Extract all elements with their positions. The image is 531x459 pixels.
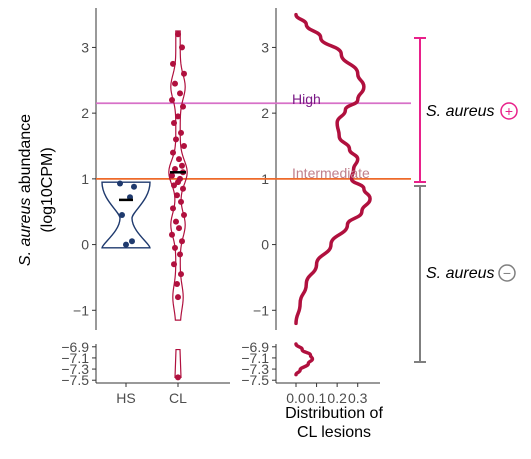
plus-symbol: + — [505, 103, 513, 119]
data-point-hs — [123, 241, 129, 248]
y-axis-title-italic: S. aureus — [17, 198, 34, 266]
data-point-cl — [177, 90, 183, 97]
threshold-label-intermediate: Intermediate — [292, 165, 370, 181]
data-point-cl — [176, 225, 182, 232]
x-axis-title-line1: Distribution of — [285, 405, 383, 422]
data-point-cl — [178, 271, 184, 278]
data-point-hs — [119, 212, 125, 218]
data-point-cl — [179, 162, 185, 169]
y-tick-label: 2 — [261, 105, 269, 121]
data-point-cl — [179, 44, 185, 51]
data-point-cl — [172, 244, 178, 251]
legend-negative-label: S. aureus — [426, 265, 494, 282]
minus-symbol: − — [503, 265, 511, 281]
data-point-cl — [170, 149, 176, 156]
data-point-cl — [181, 70, 187, 77]
y-tick-label: 2 — [81, 105, 89, 121]
legend-negative: S. aureus − — [414, 185, 516, 363]
legend-positive: S. aureus + — [414, 37, 518, 183]
density-curve-lower — [294, 342, 315, 377]
data-point-cl — [175, 113, 181, 120]
data-point-cl — [170, 60, 176, 67]
data-point-cl — [172, 80, 178, 87]
x-tick-label-hs: HS — [116, 390, 135, 406]
data-point-cl — [174, 281, 180, 287]
minus-circle-icon — [498, 264, 516, 282]
data-point-cl — [176, 156, 182, 163]
y-tick-label: 0 — [261, 237, 269, 253]
data-point-cl — [180, 185, 186, 192]
data-point-cl — [178, 198, 184, 205]
y-tick-label: −1 — [253, 302, 269, 318]
data-point-cl — [175, 294, 181, 301]
data-point-cl — [175, 31, 181, 38]
y-tick-label: 1 — [81, 171, 89, 187]
y-tick-label: 3 — [261, 39, 269, 55]
y-tick-label: 3 — [81, 39, 89, 55]
violin-cl-lower — [174, 348, 182, 379]
y-tick-label: −6.9 — [241, 339, 269, 355]
x-tick-label: 0.0 — [286, 390, 306, 406]
violin-hs — [101, 181, 151, 249]
data-point-cl — [177, 251, 183, 258]
data-point-cl — [171, 261, 177, 268]
x-axis-title-line2: CL lesions — [297, 424, 371, 441]
data-point-cl — [181, 212, 187, 218]
data-point-hs — [129, 238, 135, 245]
data-point-cl — [181, 143, 187, 149]
data-point-cl — [171, 182, 177, 189]
data-point-cl — [173, 218, 179, 225]
y-tick-label: −7.3 — [241, 361, 269, 377]
data-point-cl — [171, 120, 177, 126]
y-axis-title-line2: (log10CPM) — [39, 147, 56, 232]
x-tick-label-cl: CL — [169, 390, 187, 406]
data-point-cl — [169, 172, 175, 179]
y-tick-label: −7.3 — [61, 361, 89, 377]
density-curve-upper — [294, 12, 372, 326]
y-axis-title: S. aureus abundance — [17, 114, 34, 266]
y-tick-label: −6.9 — [61, 339, 89, 355]
legend-positive-label: S. aureus — [426, 103, 494, 120]
y-tick-label: −1 — [73, 302, 89, 318]
y-tick-label: −7.1 — [241, 350, 269, 366]
x-tick-label: 0.1 — [307, 390, 327, 406]
x-tick-label: 0.3 — [348, 390, 368, 406]
data-point-cl — [173, 136, 179, 143]
data-point-cl — [175, 179, 181, 186]
x-tick-label: 0.2 — [327, 390, 347, 406]
data-point-cl — [169, 231, 175, 238]
y-tick-label: −7.5 — [241, 372, 269, 388]
data-point-cl — [180, 103, 186, 110]
data-point-cl — [179, 238, 185, 245]
y-axis-title-rest: abundance — [17, 114, 34, 198]
y-tick-label: −7.1 — [61, 350, 89, 366]
plus-circle-icon — [500, 102, 518, 120]
data-point-cl — [170, 205, 176, 212]
data-point-hs — [117, 180, 123, 187]
data-point-cl — [175, 374, 181, 381]
data-point-cl — [172, 166, 178, 172]
y-tick-label: 0 — [81, 237, 89, 253]
data-point-cl — [174, 192, 180, 199]
y-tick-label: −7.5 — [61, 372, 89, 388]
data-point-cl — [178, 129, 184, 136]
data-point-hs — [131, 183, 137, 190]
threshold-label-high: High — [292, 91, 321, 107]
data-point-cl — [169, 97, 175, 103]
